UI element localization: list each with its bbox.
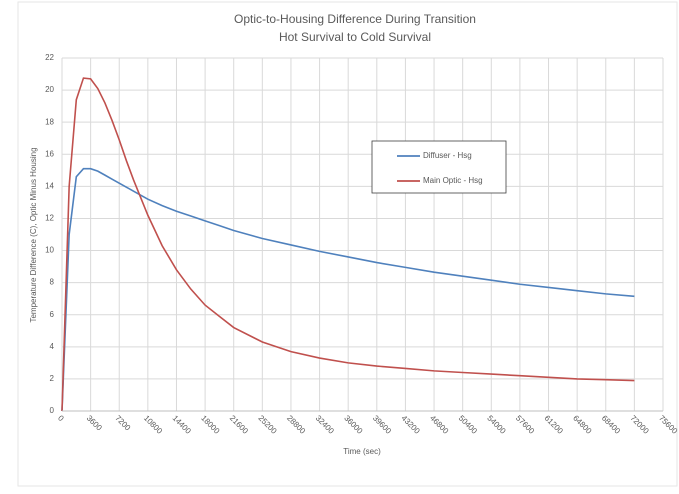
y-tick-label: 12 [45, 214, 54, 223]
series-line [61, 167, 635, 412]
y-tick-label: 16 [45, 149, 54, 158]
y-tick-label: 18 [45, 117, 54, 126]
y-tick-label: 20 [45, 85, 54, 94]
series-line [61, 77, 635, 412]
chart-frame [17, 1, 678, 487]
y-tick-label: 0 [50, 406, 55, 415]
y-tick-label: 8 [50, 278, 55, 287]
legend-label: Diffuser - Hsg [423, 151, 472, 160]
y-tick-label: 22 [45, 53, 54, 62]
legend-box [371, 140, 507, 194]
chart-subtitle: Hot Survival to Cold Survival [279, 30, 431, 44]
chart-title: Optic-to-Housing Difference During Trans… [234, 12, 476, 26]
x-axis-label: Time (sec) [343, 447, 381, 456]
legend-entries: Diffuser - Hsg Main Optic - Hsg [397, 151, 483, 185]
y-tick-label: 10 [45, 246, 54, 255]
lines [61, 77, 635, 412]
x-tick-label: 0 [56, 414, 66, 424]
y-tick-label: 4 [50, 342, 55, 351]
legend-label: Main Optic - Hsg [423, 176, 483, 185]
y-tick-label: 14 [45, 181, 54, 190]
y-axis-label: Temperature Difference (C), Optic Minus … [29, 147, 38, 322]
y-tick-label: 6 [50, 310, 55, 319]
y-tick-label: 2 [50, 374, 55, 383]
legend: Diffuser - Hsg Main Optic - Hsg [371, 140, 507, 194]
